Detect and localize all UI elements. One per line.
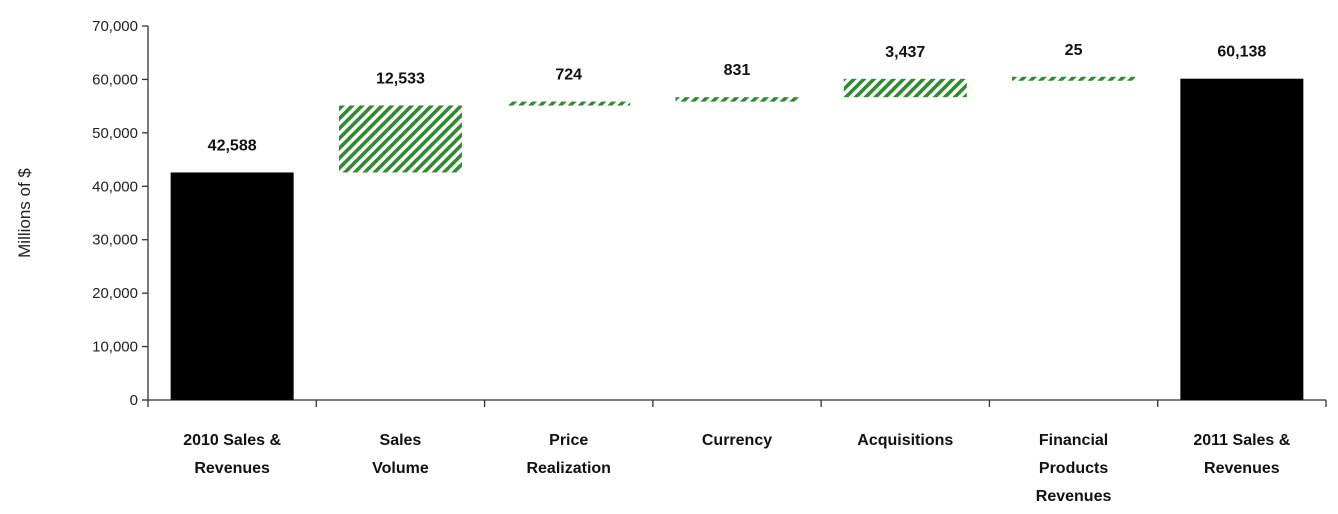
data-label: 831 [724,62,751,79]
y-tick-label: 30,000 [92,232,138,249]
y-tick-label: 50,000 [92,125,138,142]
increase-bar [338,105,462,173]
y-tick-label: 40,000 [92,178,138,195]
data-label: 42,588 [208,137,257,154]
y-tick-label: 70,000 [92,18,138,35]
axes: 0 10,000 20,000 30,000 40,000 50,000 60,000 70,… [92,18,1327,409]
total-bar [170,172,294,400]
data-label: 12,533 [376,70,425,87]
x-tick-labels: 2010 Sales & Revenues Sales Volume Price Real… [183,432,1291,505]
x-tick-label: Financial Products Revenues [1036,432,1112,505]
increase-bar [507,101,631,106]
data-label: 724 [555,67,582,84]
x-tick-label: Acquisitions [857,432,953,449]
y-tick-label: 0 [130,392,138,409]
data-label: 3,437 [885,44,925,61]
x-tick-label: 2011 Sales & Revenues [1193,432,1290,477]
total-bar [1180,78,1304,400]
data-label: 60,138 [1217,44,1266,61]
x-tick-label: Price Realization [526,432,610,477]
increase-bar [843,78,967,98]
y-tick-label: 10,000 [92,339,138,356]
y-tick-label: 20,000 [92,285,138,302]
data-label: 25 [1065,42,1083,59]
x-tick-label: Sales Volume [372,432,429,477]
data-labels: 42,588 12,533 724 831 3,437 25 60,138 [208,42,1267,155]
x-tick-label: 2010 Sales & Revenues [183,432,281,477]
x-tick-label: Currency [702,432,772,449]
increase-bar [675,97,799,102]
y-tick-label: 60,000 [92,71,138,88]
bars [170,76,1304,400]
y-axis-label: Millions of $ [15,168,34,258]
increase-bar [1012,76,1136,81]
